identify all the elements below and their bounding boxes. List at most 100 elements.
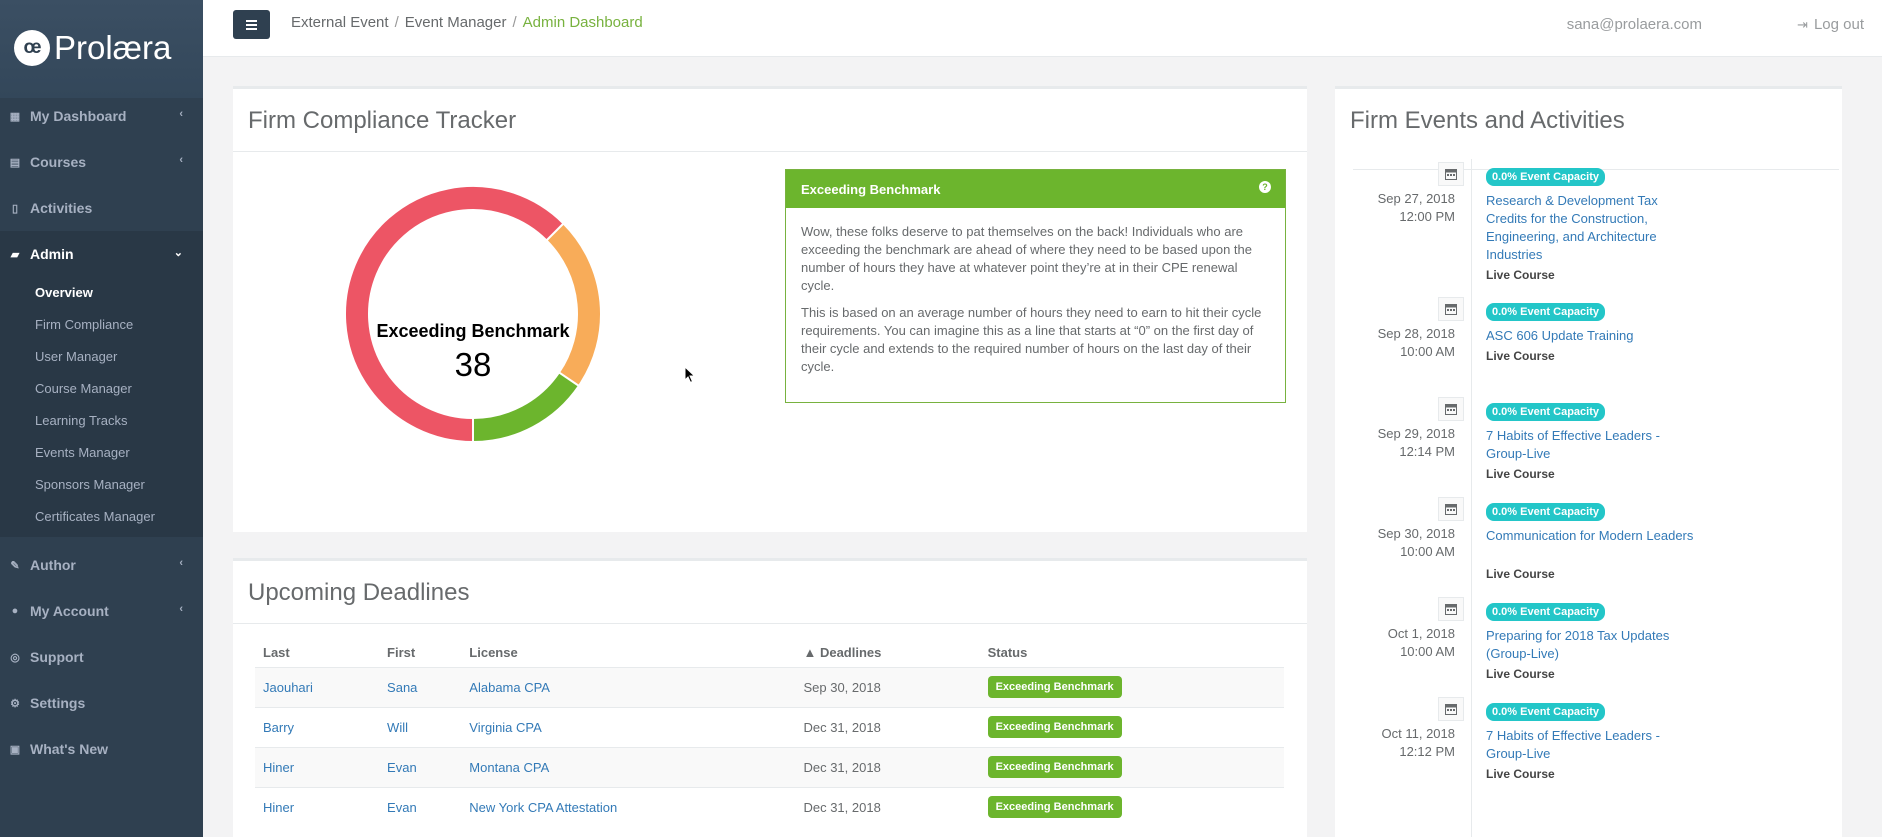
sidebar-item-whats-new[interactable]: ▣ What's New xyxy=(0,726,203,772)
sidebar-sub-learning-tracks[interactable]: Learning Tracks xyxy=(35,413,128,428)
col-first[interactable]: First xyxy=(379,639,462,668)
cell-license[interactable]: Montana CPA xyxy=(461,746,796,787)
event-title-link[interactable]: 7 Habits of Effective Leaders - Group-Li… xyxy=(1486,428,1660,461)
cell-status: Exceeding Benchmark xyxy=(979,746,1284,787)
event-date: Oct 11, 2018 12:12 PM xyxy=(1335,725,1455,761)
events-panel: Firm Events and Activities Sep 27, 2018 1… xyxy=(1335,86,1842,837)
cell-deadline: Dec 31, 2018 xyxy=(795,746,980,787)
sidebar-item-support[interactable]: ◎ Support xyxy=(0,634,203,680)
event-title-link[interactable]: ASC 606 Update Training xyxy=(1486,328,1634,343)
table-row[interactable]: Barry Will Virginia CPA Dec 31, 2018 Exceedi… xyxy=(255,706,1284,747)
info-box-header: Exceeding Benchmark ? xyxy=(786,170,1285,208)
cell-last[interactable]: Jaouhari xyxy=(255,666,380,707)
cell-first[interactable]: Will xyxy=(379,706,462,747)
sidebar-item-author[interactable]: ✎ Author ‹ xyxy=(0,542,203,588)
hamburger-menu-button[interactable] xyxy=(233,10,270,39)
edit-icon: ✎ xyxy=(10,559,20,572)
donut-center-value: 38 xyxy=(454,346,492,383)
event-date-time: 12:14 PM xyxy=(1399,444,1455,459)
chevron-left-icon: ‹ xyxy=(179,154,183,166)
deadlines-panel: Upcoming Deadlines Last First License ▲ … xyxy=(233,558,1307,837)
dashboard-icon: ▦ xyxy=(9,110,21,123)
breadcrumb-event-manager[interactable]: Event Manager xyxy=(404,14,507,31)
question-icon[interactable]: ? xyxy=(1259,181,1271,193)
table-row[interactable]: Jaouhari Sana Alabama CPA Sep 30, 2018 Excee… xyxy=(255,666,1284,707)
table-row[interactable]: Hiner Evan New York CPA Attestation Dec 31,… xyxy=(255,786,1284,827)
calendar-icon xyxy=(1438,162,1464,186)
sidebar-item-settings[interactable]: ⚙ Settings xyxy=(0,680,203,726)
sidebar-sub-events-manager[interactable]: Events Manager xyxy=(35,445,130,460)
col-last[interactable]: Last xyxy=(255,639,380,668)
sidebar-sub-firm-compliance[interactable]: Firm Compliance xyxy=(35,317,134,332)
sidebar-item-courses[interactable]: ▤ Courses ‹ xyxy=(0,139,203,185)
col-status[interactable]: Status xyxy=(979,639,1284,668)
topbar: External Event / Event Manager / Admin Dashb… xyxy=(203,0,1882,57)
event-capacity-badge: 0.0% Event Capacity xyxy=(1486,703,1605,721)
donut-segment-red[interactable] xyxy=(344,185,565,444)
event-title-link[interactable]: 7 Habits of Effective Leaders - Group-Li… xyxy=(1486,728,1660,761)
user-icon: ● xyxy=(11,605,19,617)
event-capacity-badge: 0.0% Event Capacity xyxy=(1486,503,1605,521)
cell-license[interactable]: Alabama CPA xyxy=(461,666,796,707)
cell-status: Exceeding Benchmark xyxy=(979,786,1284,827)
status-badge: Exceeding Benchmark xyxy=(987,676,1122,698)
event-title-link[interactable]: Preparing for 2018 Tax Updates (Group-Li… xyxy=(1486,628,1670,661)
event-date: Sep 30, 2018 10:00 AM xyxy=(1335,525,1455,561)
sidebar-item-my-account[interactable]: ● My Account ‹ xyxy=(0,588,203,634)
cell-first[interactable]: Evan xyxy=(379,746,462,787)
cell-license[interactable]: Virginia CPA xyxy=(461,706,796,747)
status-badge: Exceeding Benchmark xyxy=(987,756,1122,778)
breadcrumb-external-event[interactable]: External Event xyxy=(291,14,389,31)
hamburger-icon xyxy=(246,19,257,22)
info-box-body: Wow, these folks deserve to pat themselv… xyxy=(786,208,1285,400)
sidebar-item-label: Activities xyxy=(30,200,93,216)
logo[interactable]: œ Prolæra xyxy=(0,0,203,98)
event-type: Live Course xyxy=(1486,567,1555,581)
sidebar: œ Prolæra ▦ My Dashboard ‹ ▤ Courses ‹ ▯… xyxy=(0,0,203,837)
user-email: sana@prolaera.com xyxy=(1566,16,1702,33)
col-license[interactable]: License xyxy=(461,639,796,668)
logout-link[interactable]: ⇥ Log out xyxy=(1797,16,1864,33)
sidebar-sub-certificates-manager[interactable]: Certificates Manager xyxy=(35,509,155,524)
sidebar-item-label: Courses xyxy=(30,154,87,170)
event-capacity-badge: 0.0% Event Capacity xyxy=(1486,403,1605,421)
cell-deadline: Dec 31, 2018 xyxy=(795,786,980,827)
deadlines-table: Last First License ▲ Deadlines Status Ja… xyxy=(255,639,1284,827)
cell-last[interactable]: Hiner xyxy=(255,746,380,787)
event-title-link[interactable]: Research & Development Tax Credits for t… xyxy=(1486,193,1658,262)
logo-mark: œ xyxy=(14,30,50,66)
donut-segment-green[interactable] xyxy=(472,371,581,444)
calendar-icon xyxy=(1438,597,1464,621)
calendar-icon xyxy=(1438,397,1464,421)
sidebar-item-label: Author xyxy=(30,557,76,573)
event-type: Live Course xyxy=(1486,349,1555,363)
event-date-time: 10:00 AM xyxy=(1400,344,1455,359)
table-row[interactable]: Hiner Evan Montana CPA Dec 31, 2018 Exceedin… xyxy=(255,746,1284,787)
cell-first[interactable]: Evan xyxy=(379,786,462,827)
sidebar-sub-user-manager[interactable]: User Manager xyxy=(35,349,118,364)
sidebar-item-label: My Account xyxy=(30,603,109,619)
sidebar-sub-overview[interactable]: Overview xyxy=(35,285,93,300)
col-deadlines[interactable]: ▲ Deadlines xyxy=(795,639,980,668)
sidebar-sub-course-manager[interactable]: Course Manager xyxy=(35,381,132,396)
sidebar-sub-sponsors-manager[interactable]: Sponsors Manager xyxy=(35,477,145,492)
event-title-link[interactable]: Communication for Modern Leaders xyxy=(1486,528,1694,543)
panel-title: Upcoming Deadlines xyxy=(233,561,1307,624)
chevron-down-icon: ⌄ xyxy=(173,247,183,259)
event-capacity-badge: 0.0% Event Capacity xyxy=(1486,603,1605,621)
donut-center-label: Exceeding Benchmark xyxy=(376,321,570,341)
sign-out-icon: ⇥ xyxy=(1797,17,1808,32)
cell-last[interactable]: Hiner xyxy=(255,786,380,827)
sidebar-item-activities[interactable]: ▯ Activities xyxy=(0,185,203,231)
sidebar-item-my-dashboard[interactable]: ▦ My Dashboard ‹ xyxy=(0,93,203,139)
cell-first[interactable]: Sana xyxy=(379,666,462,707)
lifebuoy-icon: ◎ xyxy=(10,651,20,664)
event-type: Live Course xyxy=(1486,467,1555,481)
book-icon: ▤ xyxy=(9,156,21,169)
cell-license[interactable]: New York CPA Attestation xyxy=(461,786,796,827)
cell-last[interactable]: Barry xyxy=(255,706,380,747)
event-date: Sep 28, 2018 10:00 AM xyxy=(1335,325,1455,361)
event-type: Live Course xyxy=(1486,767,1555,781)
cell-deadline: Dec 31, 2018 xyxy=(795,706,980,747)
sidebar-item-admin[interactable]: ▰ Admin ⌄ xyxy=(0,231,203,277)
